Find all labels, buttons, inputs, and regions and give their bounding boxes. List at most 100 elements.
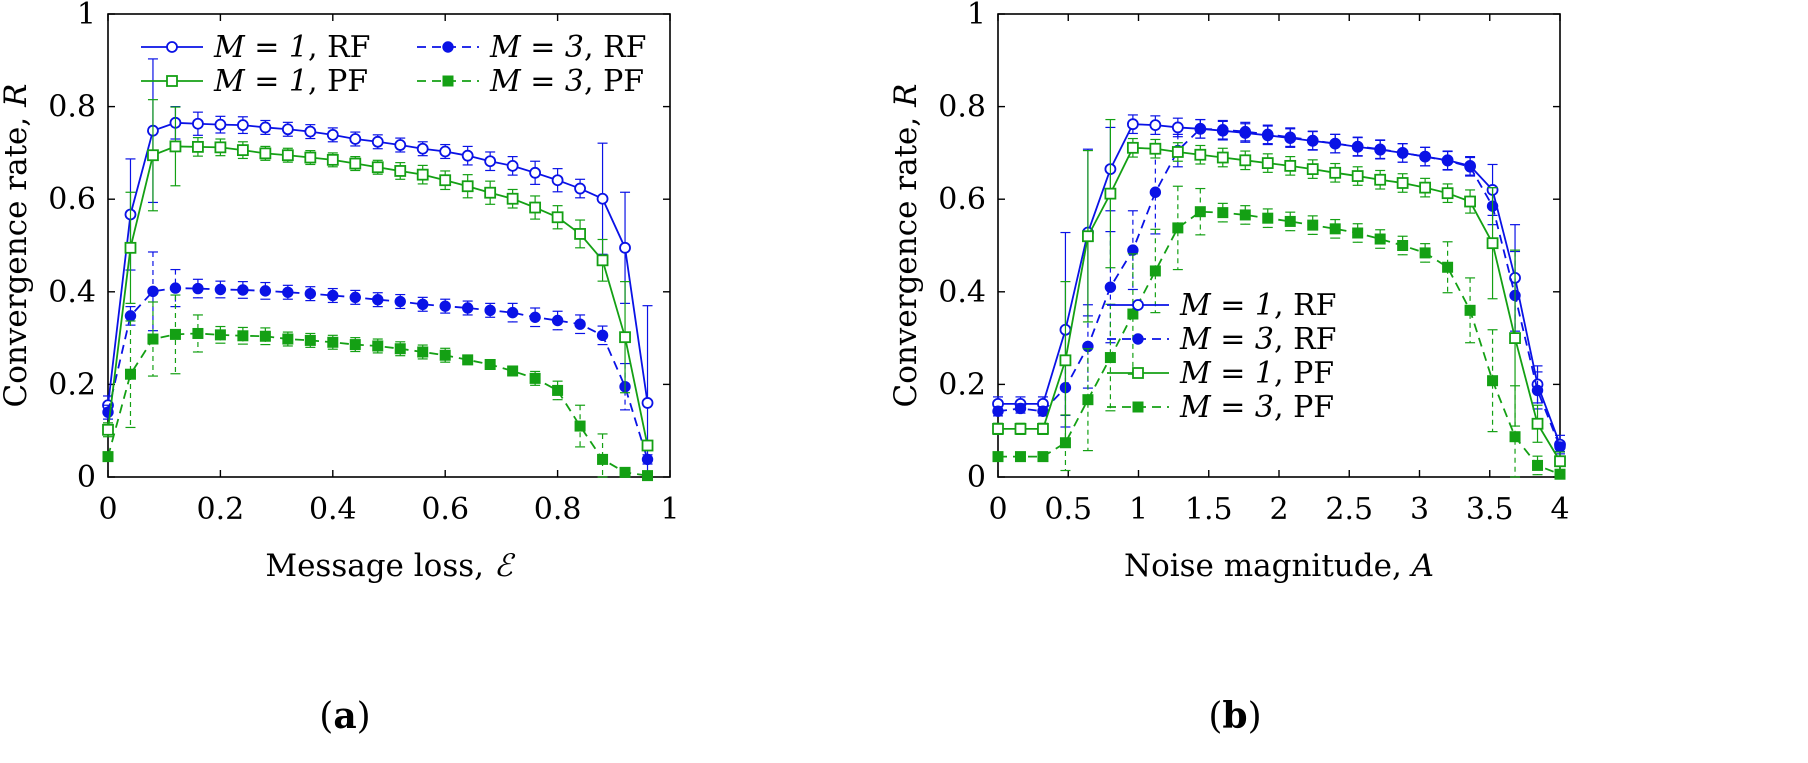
data-point bbox=[642, 470, 654, 482]
legend-label: M = 1, RF bbox=[213, 30, 371, 65]
data-point bbox=[349, 291, 361, 304]
x-tick-label: 0 bbox=[98, 492, 117, 527]
x-tick-label: 3 bbox=[1410, 492, 1429, 527]
panel-label: (b) bbox=[1208, 695, 1261, 737]
x-tick-label: 1.5 bbox=[1185, 492, 1233, 527]
error-bar bbox=[1172, 185, 1183, 271]
data-point bbox=[1419, 150, 1431, 163]
x-tick-label: 0.6 bbox=[421, 492, 469, 527]
data-point bbox=[237, 284, 249, 296]
x-axis-label: Noise magnitude, A bbox=[1124, 548, 1434, 584]
y-tick-label: 1 bbox=[967, 0, 986, 32]
data-point bbox=[214, 329, 226, 341]
data-point bbox=[1442, 261, 1454, 273]
data-point bbox=[1104, 187, 1117, 200]
y-tick-label: 0.6 bbox=[48, 182, 96, 217]
data-point bbox=[619, 331, 631, 344]
legend-marker bbox=[1132, 333, 1144, 345]
y-tick-label: 0.2 bbox=[48, 367, 96, 402]
data-point bbox=[1396, 177, 1409, 189]
legend-entry: M = 3, PF bbox=[417, 64, 644, 99]
series-line bbox=[998, 210, 1561, 476]
data-point bbox=[1531, 384, 1544, 397]
data-point bbox=[282, 286, 294, 298]
data-point bbox=[1307, 134, 1319, 147]
legend-label-suffix: , PF bbox=[1274, 390, 1334, 425]
data-point bbox=[1351, 170, 1364, 182]
x-tick-label: 1 bbox=[660, 492, 679, 527]
legend-label: M = 3, PF bbox=[489, 64, 644, 99]
data-point bbox=[169, 282, 182, 294]
x-tick-label: 2 bbox=[1269, 492, 1288, 527]
data-point bbox=[1217, 207, 1229, 219]
data-point bbox=[1059, 437, 1071, 449]
data-point bbox=[124, 310, 137, 322]
panel-b-plot: 0 0.5 1 1.5 2 2.5 3 3.5 4 0 0.2 0.4 0.6 0.8 1 Noise mag… bbox=[888, 0, 1570, 737]
data-point bbox=[462, 354, 474, 366]
data-point bbox=[1149, 186, 1162, 198]
data-point bbox=[439, 300, 451, 312]
legend-label-math: M = 1 bbox=[213, 30, 308, 65]
y-tick-label: 0.4 bbox=[48, 275, 96, 310]
legend-marker bbox=[166, 75, 178, 87]
legend-label-math: M = 1 bbox=[213, 64, 308, 99]
data-point bbox=[259, 285, 272, 297]
data-point bbox=[597, 453, 609, 465]
data-point bbox=[1464, 161, 1476, 173]
data-point bbox=[484, 155, 497, 168]
error-bar bbox=[125, 320, 136, 429]
y-tick-label: 0.2 bbox=[938, 367, 986, 402]
data-point bbox=[1172, 222, 1184, 234]
series-m-1-rf bbox=[102, 58, 654, 478]
data-point bbox=[461, 180, 474, 193]
legend-label-suffix: , RF bbox=[584, 30, 646, 65]
data-point bbox=[372, 340, 384, 352]
data-point bbox=[574, 318, 586, 330]
data-point bbox=[326, 153, 339, 166]
data-point bbox=[1509, 332, 1521, 345]
data-point bbox=[1329, 137, 1341, 150]
data-point bbox=[1441, 155, 1454, 167]
data-point bbox=[1306, 163, 1319, 176]
data-point bbox=[416, 142, 429, 155]
legend-marker bbox=[1132, 299, 1144, 311]
series-line bbox=[107, 332, 648, 477]
data-point bbox=[551, 174, 564, 187]
legend-marker bbox=[1132, 367, 1144, 379]
data-point bbox=[992, 422, 1004, 435]
data-point bbox=[1532, 459, 1544, 471]
data-point bbox=[1194, 123, 1207, 135]
data-point bbox=[326, 128, 339, 141]
data-point bbox=[574, 182, 586, 195]
data-point bbox=[304, 287, 317, 300]
data-point bbox=[259, 330, 271, 342]
data-point bbox=[417, 298, 429, 311]
x-tick-label: 2.5 bbox=[1325, 492, 1373, 527]
data-point bbox=[147, 149, 159, 162]
data-point bbox=[1127, 308, 1139, 320]
data-point bbox=[506, 192, 519, 205]
series-m-3-pf bbox=[992, 185, 1566, 480]
data-point bbox=[1171, 146, 1184, 158]
data-point bbox=[1441, 187, 1454, 200]
data-point bbox=[1171, 121, 1184, 134]
y-axis-label-symbol: R bbox=[0, 84, 34, 108]
data-point bbox=[641, 453, 654, 466]
data-point bbox=[574, 228, 586, 240]
data-point bbox=[507, 365, 519, 377]
x-tick-label: 3.5 bbox=[1466, 492, 1514, 527]
data-point bbox=[236, 119, 249, 132]
data-point bbox=[1374, 143, 1386, 155]
data-point bbox=[1261, 157, 1274, 169]
legend-marker bbox=[442, 41, 454, 53]
data-point bbox=[1419, 181, 1432, 194]
data-point bbox=[461, 302, 474, 314]
y-tick-label: 0 bbox=[77, 460, 96, 495]
x-axis-label-text: Message loss, bbox=[265, 548, 494, 584]
data-point bbox=[281, 123, 294, 136]
data-point bbox=[1149, 142, 1162, 155]
data-point bbox=[1554, 468, 1566, 480]
data-point bbox=[349, 133, 362, 145]
data-point bbox=[1284, 131, 1296, 143]
